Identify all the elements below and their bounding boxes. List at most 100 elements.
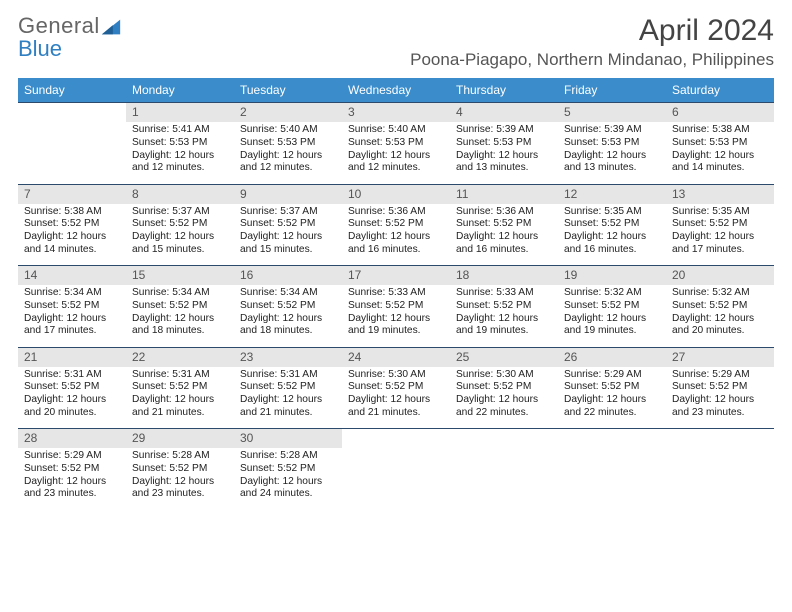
dayheader-tue: Tuesday	[234, 78, 342, 103]
day-cell: Sunrise: 5:39 AMSunset: 5:53 PMDaylight:…	[558, 122, 666, 184]
logo-word2: Blue	[18, 36, 62, 61]
day-cell: Sunrise: 5:30 AMSunset: 5:52 PMDaylight:…	[342, 367, 450, 429]
day-number: 16	[234, 266, 342, 286]
day-cell: Sunrise: 5:32 AMSunset: 5:52 PMDaylight:…	[666, 285, 774, 347]
daynum-row: 78910111213	[18, 184, 774, 204]
day-number: 8	[126, 184, 234, 204]
day-cell-text: Sunrise: 5:37 AMSunset: 5:52 PMDaylight:…	[240, 206, 336, 257]
day-cell-text: Sunrise: 5:40 AMSunset: 5:53 PMDaylight:…	[240, 124, 336, 175]
day-number: 21	[18, 347, 126, 367]
day-number: 18	[450, 266, 558, 286]
day-number: 23	[234, 347, 342, 367]
day-cell-text: Sunrise: 5:31 AMSunset: 5:52 PMDaylight:…	[24, 369, 120, 420]
day-cell-text: Sunrise: 5:38 AMSunset: 5:52 PMDaylight:…	[24, 206, 120, 257]
day-cell-text: Sunrise: 5:39 AMSunset: 5:53 PMDaylight:…	[564, 124, 660, 175]
page: General Blue April 2024 Poona-Piagapo, N…	[0, 0, 792, 510]
day-cell: Sunrise: 5:36 AMSunset: 5:52 PMDaylight:…	[450, 204, 558, 266]
day-cell: Sunrise: 5:33 AMSunset: 5:52 PMDaylight:…	[450, 285, 558, 347]
content-row: Sunrise: 5:29 AMSunset: 5:52 PMDaylight:…	[18, 448, 774, 510]
day-number: 15	[126, 266, 234, 286]
day-cell: Sunrise: 5:37 AMSunset: 5:52 PMDaylight:…	[126, 204, 234, 266]
day-number	[342, 429, 450, 449]
dayheader-sun: Sunday	[18, 78, 126, 103]
logo-word1: General	[18, 13, 100, 38]
day-number: 25	[450, 347, 558, 367]
calendar-table: Sunday Monday Tuesday Wednesday Thursday…	[18, 78, 774, 510]
day-cell: Sunrise: 5:29 AMSunset: 5:52 PMDaylight:…	[666, 367, 774, 429]
day-cell-text: Sunrise: 5:33 AMSunset: 5:52 PMDaylight:…	[348, 287, 444, 338]
day-cell-text: Sunrise: 5:28 AMSunset: 5:52 PMDaylight:…	[132, 450, 228, 501]
dayheader-thu: Thursday	[450, 78, 558, 103]
day-cell-text: Sunrise: 5:36 AMSunset: 5:52 PMDaylight:…	[456, 206, 552, 257]
day-cell-text: Sunrise: 5:31 AMSunset: 5:52 PMDaylight:…	[132, 369, 228, 420]
day-number: 4	[450, 103, 558, 123]
day-number: 20	[666, 266, 774, 286]
day-cell: Sunrise: 5:32 AMSunset: 5:52 PMDaylight:…	[558, 285, 666, 347]
day-cell	[342, 448, 450, 510]
day-cell-text: Sunrise: 5:33 AMSunset: 5:52 PMDaylight:…	[456, 287, 552, 338]
day-header-row: Sunday Monday Tuesday Wednesday Thursday…	[18, 78, 774, 103]
day-cell: Sunrise: 5:37 AMSunset: 5:52 PMDaylight:…	[234, 204, 342, 266]
content-row: Sunrise: 5:31 AMSunset: 5:52 PMDaylight:…	[18, 367, 774, 429]
day-cell: Sunrise: 5:38 AMSunset: 5:53 PMDaylight:…	[666, 122, 774, 184]
day-cell-text: Sunrise: 5:34 AMSunset: 5:52 PMDaylight:…	[240, 287, 336, 338]
day-cell	[666, 448, 774, 510]
day-number: 5	[558, 103, 666, 123]
logo-text: General Blue	[18, 14, 100, 60]
calendar-body: 123456Sunrise: 5:41 AMSunset: 5:53 PMDay…	[18, 103, 774, 511]
day-cell: Sunrise: 5:35 AMSunset: 5:52 PMDaylight:…	[558, 204, 666, 266]
day-number: 11	[450, 184, 558, 204]
day-cell: Sunrise: 5:35 AMSunset: 5:52 PMDaylight:…	[666, 204, 774, 266]
day-number: 17	[342, 266, 450, 286]
day-cell-text: Sunrise: 5:41 AMSunset: 5:53 PMDaylight:…	[132, 124, 228, 175]
daynum-row: 123456	[18, 103, 774, 123]
day-cell-text: Sunrise: 5:31 AMSunset: 5:52 PMDaylight:…	[240, 369, 336, 420]
day-cell: Sunrise: 5:29 AMSunset: 5:52 PMDaylight:…	[18, 448, 126, 510]
day-cell-text: Sunrise: 5:35 AMSunset: 5:52 PMDaylight:…	[564, 206, 660, 257]
day-number: 6	[666, 103, 774, 123]
day-cell: Sunrise: 5:39 AMSunset: 5:53 PMDaylight:…	[450, 122, 558, 184]
daynum-row: 21222324252627	[18, 347, 774, 367]
day-number	[558, 429, 666, 449]
day-cell-text: Sunrise: 5:32 AMSunset: 5:52 PMDaylight:…	[564, 287, 660, 338]
day-number	[666, 429, 774, 449]
day-number: 19	[558, 266, 666, 286]
day-number	[450, 429, 558, 449]
day-number: 14	[18, 266, 126, 286]
day-cell: Sunrise: 5:31 AMSunset: 5:52 PMDaylight:…	[234, 367, 342, 429]
day-cell-text: Sunrise: 5:32 AMSunset: 5:52 PMDaylight:…	[672, 287, 768, 338]
day-number: 28	[18, 429, 126, 449]
day-number: 1	[126, 103, 234, 123]
day-cell-text: Sunrise: 5:36 AMSunset: 5:52 PMDaylight:…	[348, 206, 444, 257]
content-row: Sunrise: 5:34 AMSunset: 5:52 PMDaylight:…	[18, 285, 774, 347]
day-cell	[450, 448, 558, 510]
day-number: 27	[666, 347, 774, 367]
day-cell-text: Sunrise: 5:29 AMSunset: 5:52 PMDaylight:…	[24, 450, 120, 501]
day-number: 9	[234, 184, 342, 204]
day-cell: Sunrise: 5:31 AMSunset: 5:52 PMDaylight:…	[18, 367, 126, 429]
day-cell-text: Sunrise: 5:30 AMSunset: 5:52 PMDaylight:…	[456, 369, 552, 420]
day-cell-text: Sunrise: 5:40 AMSunset: 5:53 PMDaylight:…	[348, 124, 444, 175]
logo-triangle-icon	[100, 16, 122, 38]
day-number: 24	[342, 347, 450, 367]
day-number: 7	[18, 184, 126, 204]
day-cell-text: Sunrise: 5:34 AMSunset: 5:52 PMDaylight:…	[132, 287, 228, 338]
dayheader-fri: Friday	[558, 78, 666, 103]
daynum-row: 282930	[18, 429, 774, 449]
day-cell: Sunrise: 5:31 AMSunset: 5:52 PMDaylight:…	[126, 367, 234, 429]
day-cell: Sunrise: 5:34 AMSunset: 5:52 PMDaylight:…	[126, 285, 234, 347]
dayheader-wed: Wednesday	[342, 78, 450, 103]
day-number: 10	[342, 184, 450, 204]
header: General Blue April 2024 Poona-Piagapo, N…	[18, 14, 774, 70]
day-cell-text: Sunrise: 5:29 AMSunset: 5:52 PMDaylight:…	[564, 369, 660, 420]
location: Poona-Piagapo, Northern Mindanao, Philip…	[410, 50, 774, 70]
dayheader-mon: Monday	[126, 78, 234, 103]
day-cell: Sunrise: 5:40 AMSunset: 5:53 PMDaylight:…	[342, 122, 450, 184]
logo: General Blue	[18, 14, 122, 60]
day-number: 13	[666, 184, 774, 204]
day-cell-text: Sunrise: 5:34 AMSunset: 5:52 PMDaylight:…	[24, 287, 120, 338]
day-cell: Sunrise: 5:34 AMSunset: 5:52 PMDaylight:…	[18, 285, 126, 347]
day-cell: Sunrise: 5:33 AMSunset: 5:52 PMDaylight:…	[342, 285, 450, 347]
title-block: April 2024 Poona-Piagapo, Northern Minda…	[410, 14, 774, 70]
day-cell-text: Sunrise: 5:37 AMSunset: 5:52 PMDaylight:…	[132, 206, 228, 257]
